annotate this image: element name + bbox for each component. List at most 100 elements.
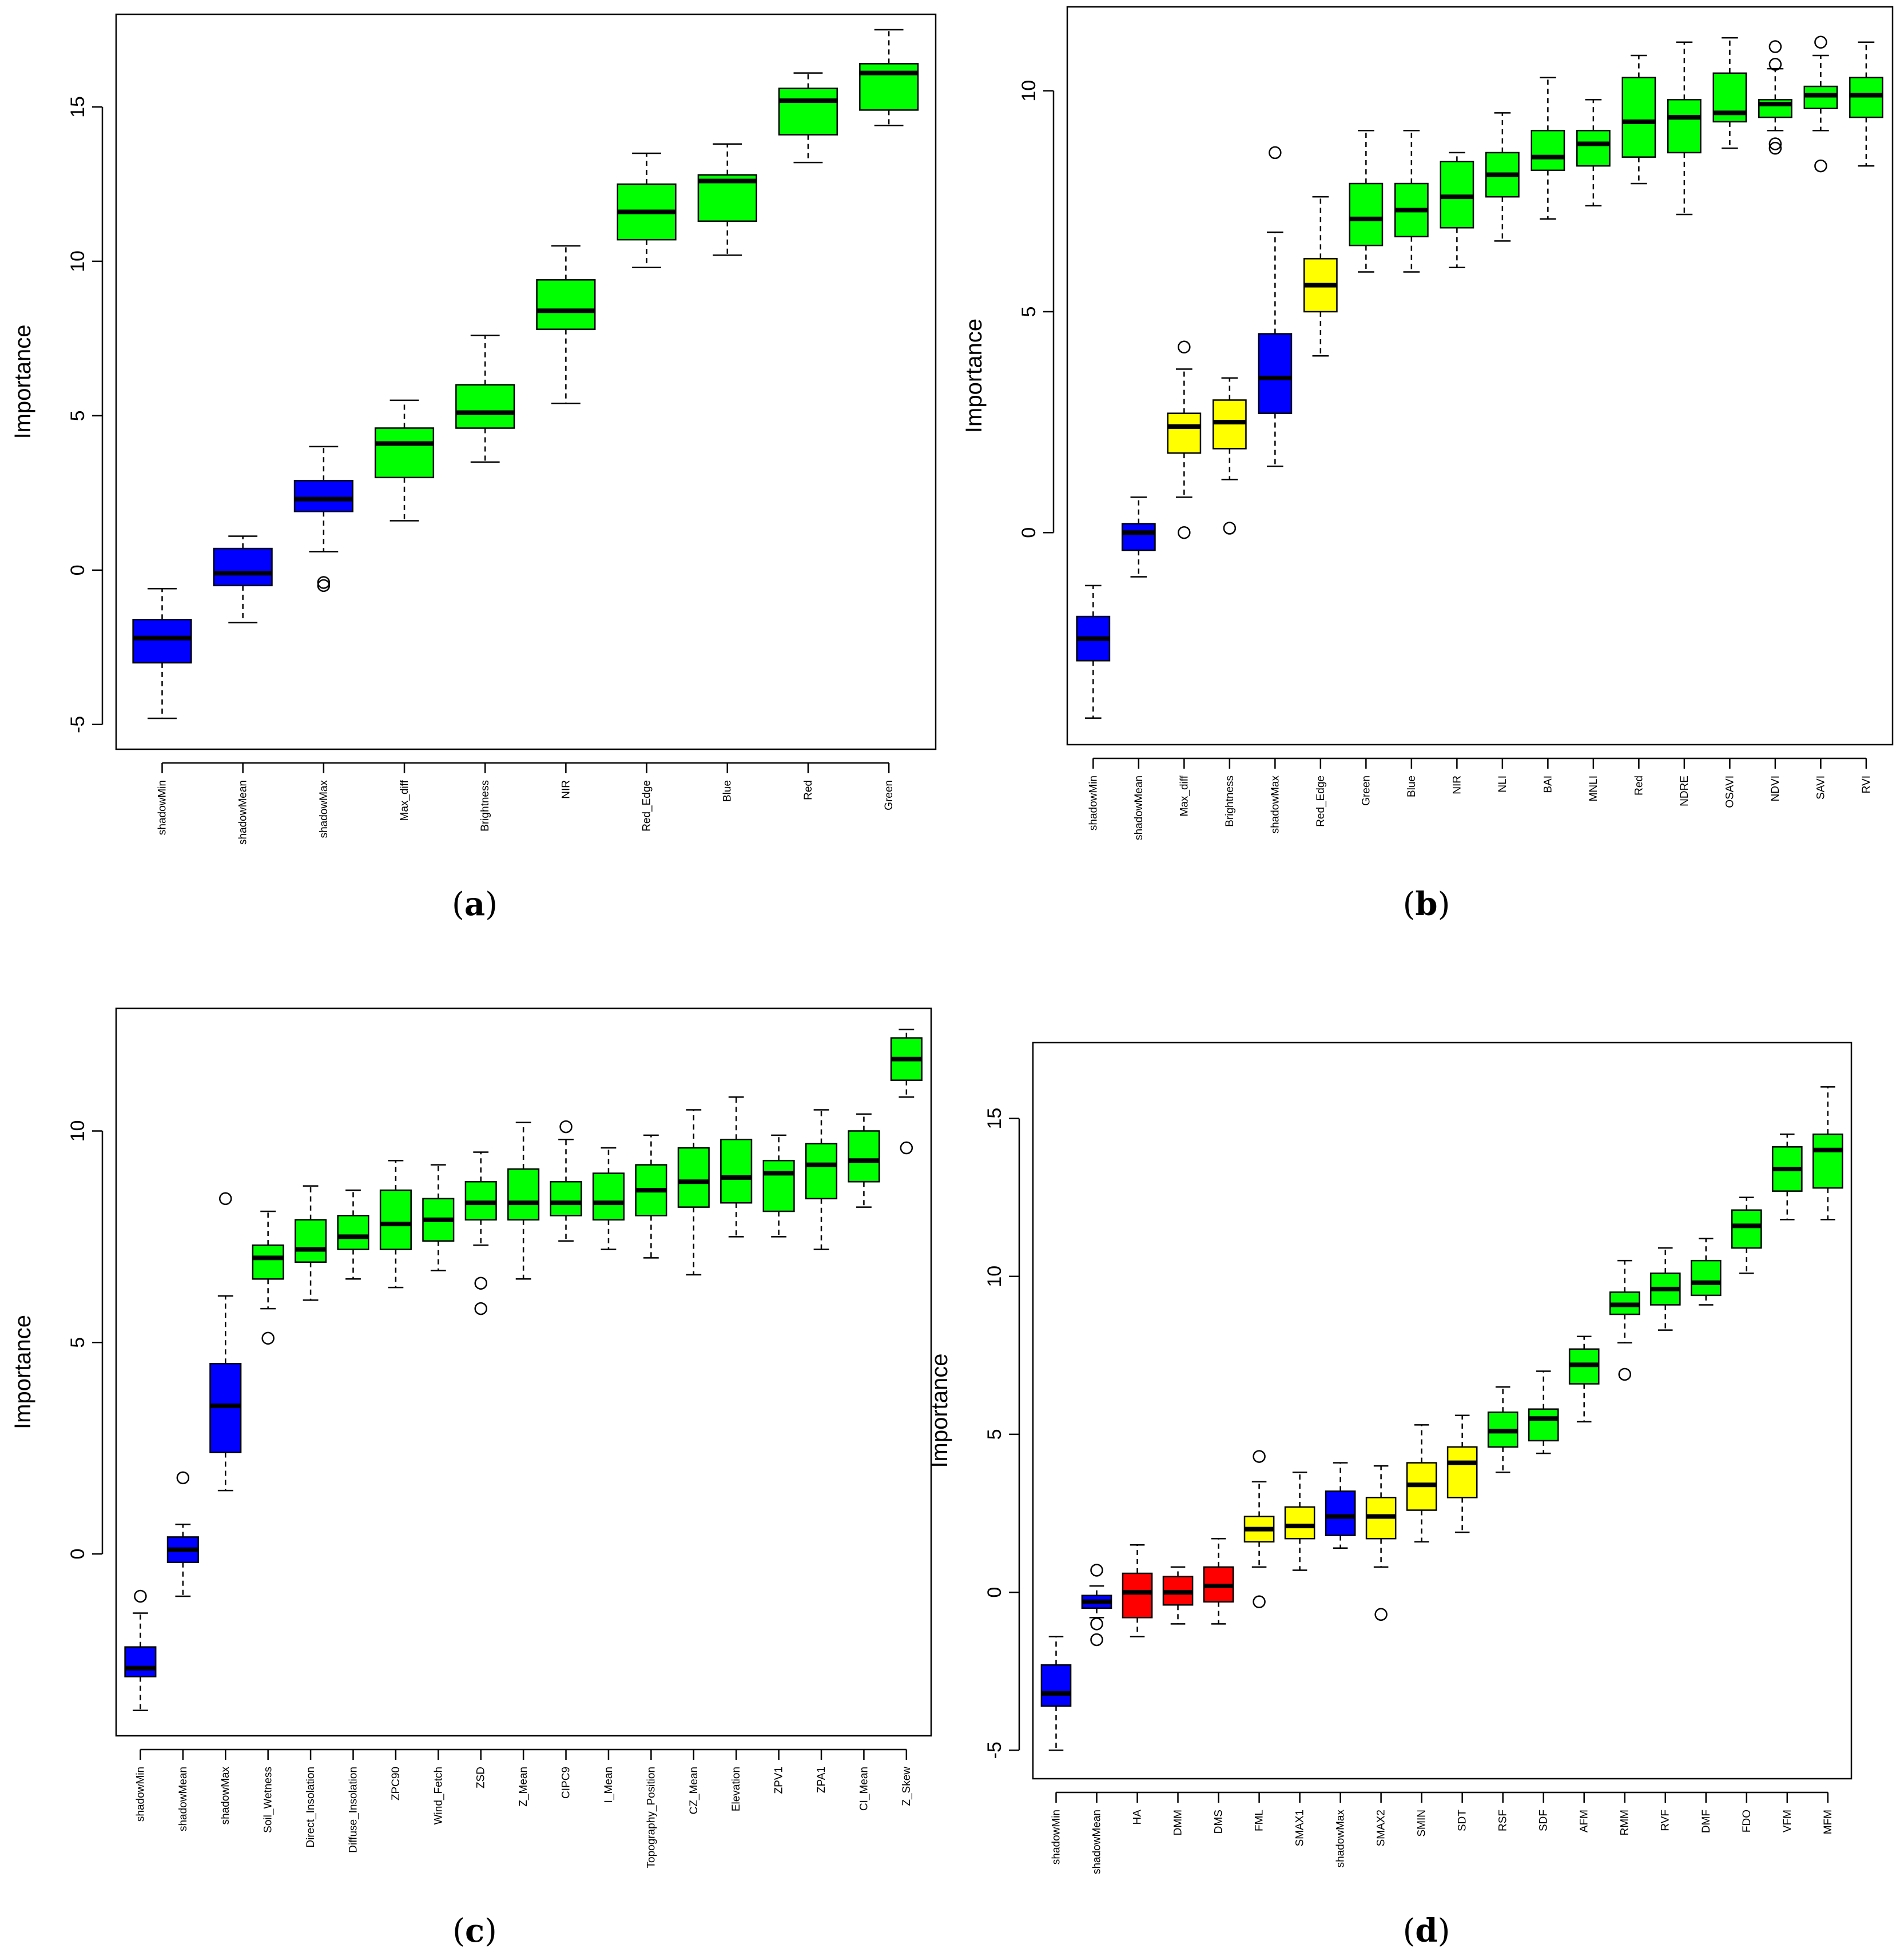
box-iqr [1042, 1665, 1071, 1706]
box-iqr [1623, 78, 1655, 157]
y-tick-label: 0 [67, 1549, 89, 1560]
y-axis-title: Importance [10, 1315, 35, 1429]
x-tick-label: shadowMean [1091, 1810, 1103, 1874]
box-iqr [133, 619, 192, 663]
x-tick-label: shadowMax [1335, 1810, 1347, 1868]
x-tick-label: shadowMin [156, 780, 168, 835]
x-tick-label: Red_Edge [641, 780, 653, 832]
box-iqr [1259, 334, 1291, 414]
box-iqr [253, 1245, 284, 1279]
background [0, 0, 1900, 1960]
x-tick-label: Max_diff [1178, 775, 1190, 816]
y-tick-label: 10 [1018, 80, 1040, 102]
x-tick-label: Diffuse_Insolation [347, 1767, 359, 1853]
x-tick-label: ZPC90 [390, 1767, 402, 1800]
box-iqr [1532, 130, 1564, 170]
x-tick-label: FDO [1741, 1810, 1753, 1832]
x-tick-label: Brightness [479, 780, 491, 832]
box-iqr [1668, 100, 1700, 153]
x-tick-label: Blue [722, 780, 734, 802]
box-iqr [508, 1169, 539, 1220]
x-tick-label: shadowMax [1269, 776, 1281, 834]
box-iqr [295, 1220, 326, 1262]
x-tick-label: SAVI [1815, 776, 1827, 800]
x-tick-label: shadowMean [177, 1767, 189, 1831]
x-tick-label: Blue [1406, 776, 1418, 797]
x-tick-label: Brightness [1224, 776, 1236, 827]
x-tick-label: SDT [1457, 1810, 1469, 1831]
x-tick-label: CI_Mean [858, 1767, 870, 1811]
x-tick-label: NDRE [1679, 776, 1691, 806]
x-tick-label: ZPA1 [816, 1767, 828, 1793]
y-tick-label: 15 [67, 96, 89, 118]
box-iqr [1732, 1210, 1761, 1248]
box-iqr [125, 1647, 156, 1677]
x-tick-label: Z_Mean [518, 1767, 530, 1807]
box-iqr [551, 1182, 582, 1215]
x-tick-label: Topography_Position [645, 1767, 657, 1868]
x-tick-label: shadowMax [318, 780, 330, 838]
y-tick-label: 10 [67, 1120, 89, 1142]
box-iqr [375, 428, 434, 477]
box-iqr [1577, 130, 1609, 166]
x-tick-label: CZ_Mean [688, 1767, 700, 1814]
box-iqr [1691, 1261, 1720, 1295]
x-tick-label: shadowMin [1050, 1810, 1062, 1864]
x-tick-label: shadowMean [237, 780, 249, 845]
box-iqr [1168, 414, 1201, 454]
x-tick-label: I_Mean [603, 1767, 615, 1803]
y-axis-title: Importance [961, 319, 987, 433]
x-tick-label: RMM [1619, 1810, 1631, 1835]
box-iqr [806, 1144, 837, 1199]
box-iqr [721, 1139, 752, 1203]
x-tick-label: Z_Skew [901, 1767, 913, 1806]
x-tick-label: NIR [560, 780, 572, 799]
x-tick-label: Red [802, 780, 814, 800]
y-tick-label: 5 [67, 410, 89, 421]
x-tick-label: HA [1132, 1810, 1144, 1825]
x-tick-label: Soil_Wetness [263, 1767, 275, 1833]
panel-caption: (c) [452, 1912, 497, 1950]
x-tick-label: Elevation [730, 1767, 742, 1811]
panel-caption: (d) [1403, 1912, 1450, 1950]
x-tick-label: NLI [1497, 776, 1509, 793]
x-tick-label: SMAX2 [1376, 1810, 1388, 1846]
x-tick-label: NDVI [1770, 776, 1782, 801]
box-iqr [214, 548, 272, 586]
box-iqr [1448, 1447, 1477, 1497]
x-tick-label: Red [1633, 776, 1645, 796]
y-tick-label: -5 [67, 716, 89, 733]
x-tick-label: MFM [1822, 1810, 1834, 1834]
x-tick-label: RVI [1861, 776, 1873, 793]
box-iqr [1326, 1491, 1355, 1535]
x-tick-label: AFM [1579, 1810, 1591, 1832]
box-iqr [764, 1160, 794, 1211]
x-tick-label: shadowMax [220, 1767, 232, 1825]
x-tick-label: RSF [1497, 1810, 1509, 1831]
x-tick-label: Wind_Fetch [432, 1767, 444, 1824]
x-tick-label: CIPC9 [561, 1767, 573, 1799]
box-iqr [849, 1131, 880, 1182]
x-tick-label: shadowMean [1133, 776, 1145, 840]
y-tick-label: 5 [1018, 307, 1040, 317]
x-tick-label: BAI [1542, 776, 1554, 793]
x-tick-label: Max_diff [399, 780, 411, 821]
y-tick-label: -5 [984, 1742, 1005, 1759]
box-iqr [860, 63, 918, 110]
y-axis-title: Importance [927, 1353, 952, 1468]
box-iqr [456, 385, 514, 428]
x-tick-label: SMAX1 [1294, 1810, 1306, 1846]
panel-caption: (a) [452, 885, 498, 923]
x-tick-label: VFM [1782, 1810, 1794, 1832]
x-tick-label: NIR [1451, 776, 1463, 794]
x-tick-label: shadowMin [134, 1767, 146, 1822]
y-tick-label: 15 [984, 1108, 1005, 1130]
y-tick-label: 0 [1018, 527, 1040, 538]
box-iqr [1123, 1573, 1152, 1617]
y-tick-label: 10 [67, 251, 89, 272]
x-tick-label: MNLI [1588, 776, 1600, 801]
box-iqr [1285, 1507, 1314, 1538]
x-tick-label: DMS [1213, 1810, 1225, 1834]
box-iqr [678, 1148, 709, 1207]
x-tick-label: shadowMin [1087, 776, 1099, 830]
